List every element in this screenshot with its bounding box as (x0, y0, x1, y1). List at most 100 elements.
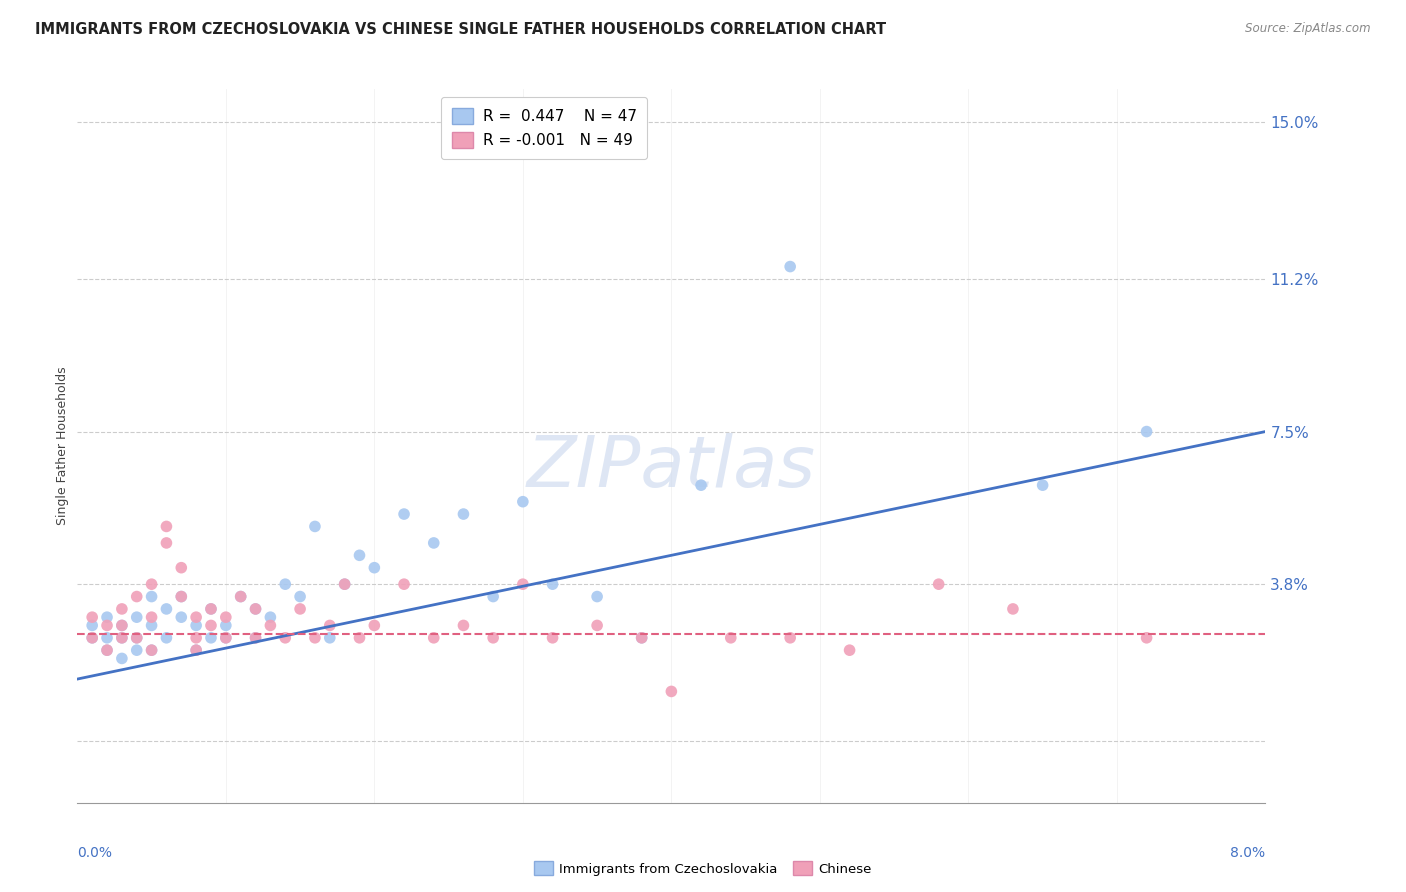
Point (186, 610, 208, 624)
Point (200, 602, 222, 616)
Point (82, 631, 104, 645)
Point (186, 643, 208, 657)
Point (779, 260, 801, 274)
Point (349, 631, 371, 645)
Point (155, 631, 177, 645)
Point (319, 618, 342, 632)
Point (111, 631, 134, 645)
Point (630, 631, 652, 645)
Point (423, 536, 446, 550)
Point (170, 590, 193, 604)
Point (512, 494, 534, 508)
Point (111, 631, 134, 645)
Point (453, 618, 475, 632)
Point (96, 643, 118, 657)
Point (274, 577, 297, 591)
Legend: R =  0.447    N = 47, R = -0.001   N = 49: R = 0.447 N = 47, R = -0.001 N = 49 (441, 97, 647, 159)
Point (141, 590, 163, 604)
Point (82, 618, 104, 632)
Point (1032, 478, 1054, 492)
Point (541, 577, 564, 591)
Point (96, 610, 118, 624)
Point (363, 560, 385, 574)
Point (586, 590, 609, 604)
Point (1136, 631, 1159, 645)
Point (319, 631, 342, 645)
Point (333, 577, 356, 591)
Point (482, 590, 505, 604)
Point (141, 577, 163, 591)
Point (392, 507, 415, 521)
Point (304, 519, 326, 533)
Point (155, 519, 177, 533)
Text: Source: ZipAtlas.com: Source: ZipAtlas.com (1246, 22, 1371, 36)
Point (288, 590, 311, 604)
Point (125, 643, 148, 657)
Point (541, 631, 564, 645)
Point (229, 590, 252, 604)
Point (333, 577, 356, 591)
Legend: Immigrants from Czechoslovakia, Chinese: Immigrants from Czechoslovakia, Chinese (529, 855, 877, 881)
Point (186, 643, 208, 657)
Point (259, 618, 281, 632)
Point (200, 602, 222, 616)
Point (363, 618, 385, 632)
Point (215, 610, 238, 624)
Point (111, 618, 134, 632)
Point (215, 618, 238, 632)
Point (141, 643, 163, 657)
Point (141, 618, 163, 632)
Point (245, 631, 267, 645)
Point (245, 602, 267, 616)
Point (482, 631, 505, 645)
Point (215, 631, 238, 645)
Point (838, 643, 860, 657)
Point (155, 602, 177, 616)
Point (186, 618, 208, 632)
Point (630, 631, 652, 645)
Point (82, 631, 104, 645)
Point (141, 610, 163, 624)
Text: 0.0%: 0.0% (77, 846, 112, 860)
Point (111, 618, 134, 632)
Point (170, 590, 193, 604)
Point (96, 643, 118, 657)
Point (349, 549, 371, 563)
Point (274, 631, 297, 645)
Point (125, 631, 148, 645)
Point (215, 631, 238, 645)
Y-axis label: Single Father Households: Single Father Households (56, 367, 69, 525)
Point (96, 631, 118, 645)
Text: IMMIGRANTS FROM CZECHOSLOVAKIA VS CHINESE SINGLE FATHER HOUSEHOLDS CORRELATION C: IMMIGRANTS FROM CZECHOSLOVAKIA VS CHINES… (35, 22, 886, 37)
Point (170, 610, 193, 624)
Point (96, 618, 118, 632)
Point (245, 602, 267, 616)
Point (392, 577, 415, 591)
Point (928, 577, 950, 591)
Point (453, 507, 475, 521)
Point (111, 651, 134, 665)
Point (423, 631, 446, 645)
Point (512, 577, 534, 591)
Point (125, 631, 148, 645)
Text: ZIPatlas: ZIPatlas (527, 433, 815, 502)
Text: 8.0%: 8.0% (1230, 846, 1265, 860)
Point (155, 536, 177, 550)
Point (200, 618, 222, 632)
Point (288, 602, 311, 616)
Point (229, 590, 252, 604)
Point (82, 610, 104, 624)
Point (779, 631, 801, 645)
Point (245, 631, 267, 645)
Point (111, 602, 134, 616)
Point (661, 684, 683, 698)
Point (720, 631, 742, 645)
Point (690, 478, 713, 492)
Point (141, 643, 163, 657)
Point (186, 631, 208, 645)
Point (200, 631, 222, 645)
Point (1001, 602, 1024, 616)
Point (1136, 425, 1159, 439)
Point (304, 631, 326, 645)
Point (125, 590, 148, 604)
